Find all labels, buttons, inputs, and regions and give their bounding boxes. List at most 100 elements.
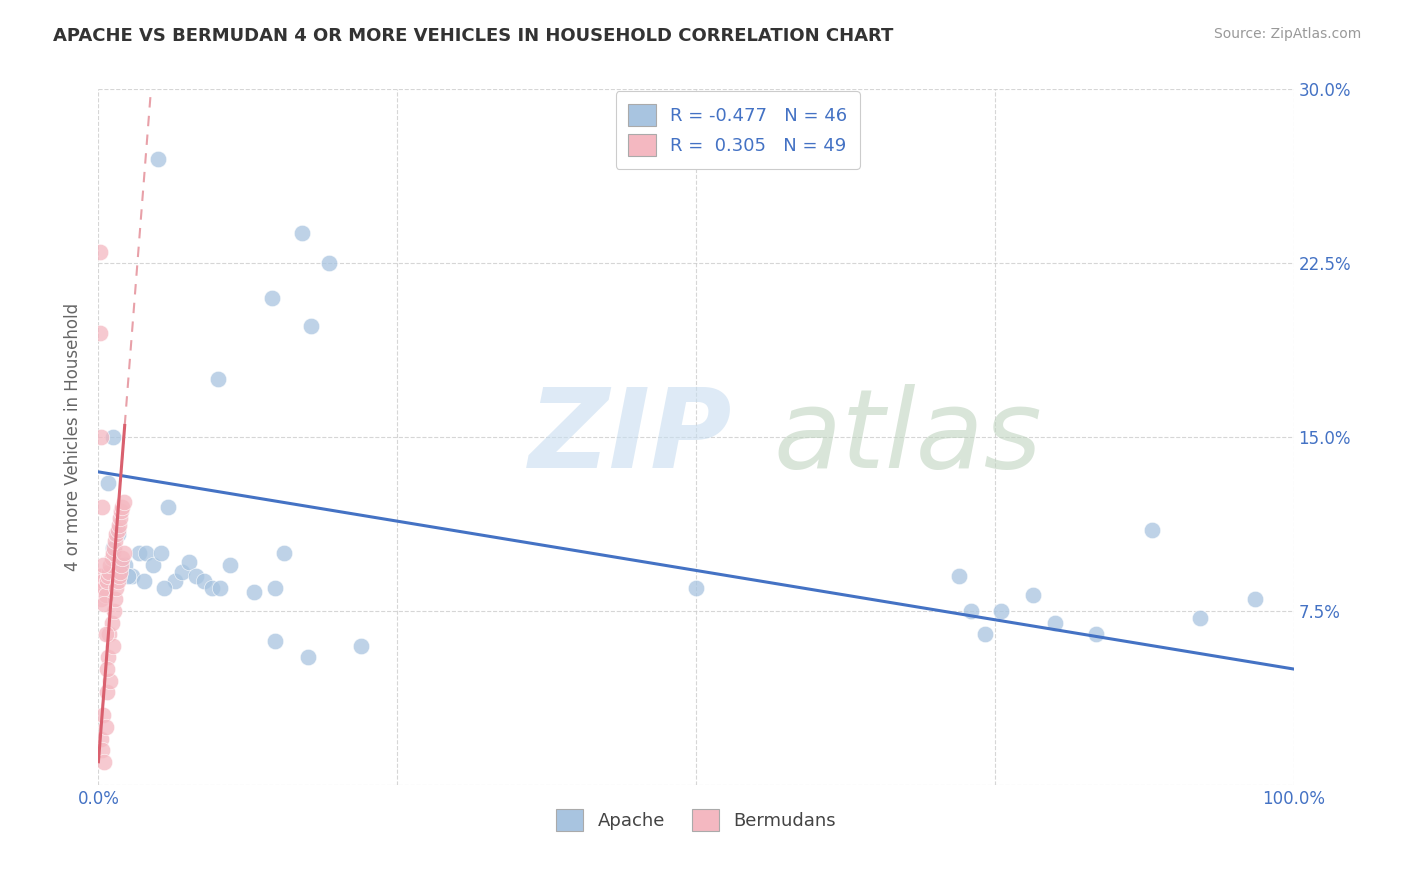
Legend: Apache, Bermudans: Apache, Bermudans bbox=[548, 802, 844, 838]
Point bbox=[107, 569, 129, 583]
Point bbox=[1043, 615, 1066, 630]
Point bbox=[974, 627, 997, 641]
Point bbox=[89, 569, 111, 583]
Point bbox=[91, 581, 114, 595]
Point bbox=[1244, 592, 1267, 607]
Point bbox=[94, 627, 117, 641]
Point bbox=[260, 291, 283, 305]
Point bbox=[91, 743, 114, 757]
Point bbox=[207, 372, 229, 386]
Text: atlas: atlas bbox=[773, 384, 1042, 491]
Point bbox=[297, 650, 319, 665]
Point bbox=[156, 500, 179, 514]
Point bbox=[201, 581, 224, 595]
Point bbox=[107, 523, 129, 537]
Point bbox=[98, 558, 122, 572]
Point bbox=[93, 581, 115, 595]
Point bbox=[97, 476, 120, 491]
Point bbox=[101, 639, 124, 653]
Point bbox=[96, 574, 118, 588]
Point bbox=[104, 592, 127, 607]
Point bbox=[110, 504, 132, 518]
Point bbox=[990, 604, 1012, 618]
Point bbox=[108, 558, 131, 572]
Point bbox=[111, 500, 134, 514]
Point bbox=[91, 574, 114, 588]
Point bbox=[108, 565, 131, 579]
Point bbox=[1085, 627, 1108, 641]
Point bbox=[94, 720, 117, 734]
Point bbox=[110, 558, 132, 572]
Point bbox=[97, 650, 120, 665]
Point bbox=[108, 511, 131, 525]
Point bbox=[135, 546, 157, 560]
Point bbox=[103, 604, 125, 618]
Point bbox=[107, 518, 129, 533]
Point bbox=[107, 527, 129, 541]
Point bbox=[98, 673, 122, 688]
Point bbox=[142, 558, 165, 572]
Point bbox=[1142, 523, 1164, 537]
Point bbox=[243, 585, 266, 599]
Point bbox=[97, 569, 120, 583]
Text: APACHE VS BERMUDAN 4 OR MORE VEHICLES IN HOUSEHOLD CORRELATION CHART: APACHE VS BERMUDAN 4 OR MORE VEHICLES IN… bbox=[53, 27, 894, 45]
Point bbox=[960, 604, 983, 618]
Point bbox=[264, 634, 287, 648]
Point bbox=[98, 627, 121, 641]
Point bbox=[90, 731, 112, 746]
Point bbox=[89, 244, 111, 259]
Point bbox=[100, 615, 122, 630]
Point bbox=[273, 546, 295, 560]
Point bbox=[132, 574, 155, 588]
Point bbox=[91, 558, 114, 572]
Point bbox=[107, 574, 129, 588]
Point bbox=[299, 318, 322, 333]
Point bbox=[98, 565, 121, 579]
Point bbox=[103, 541, 125, 556]
Point bbox=[105, 581, 128, 595]
Point bbox=[105, 527, 128, 541]
Point bbox=[101, 541, 124, 556]
Point bbox=[91, 708, 114, 723]
Point bbox=[91, 500, 114, 514]
Point bbox=[1189, 611, 1212, 625]
Point bbox=[101, 546, 124, 560]
Point bbox=[93, 755, 115, 769]
Point bbox=[90, 592, 112, 607]
Point bbox=[90, 430, 112, 444]
Y-axis label: 4 or more Vehicles in Household: 4 or more Vehicles in Household bbox=[65, 303, 83, 571]
Text: Source: ZipAtlas.com: Source: ZipAtlas.com bbox=[1213, 27, 1361, 41]
Point bbox=[128, 546, 150, 560]
Point bbox=[114, 558, 136, 572]
Point bbox=[193, 574, 215, 588]
Point bbox=[264, 581, 287, 595]
Point bbox=[163, 574, 186, 588]
Point bbox=[89, 326, 111, 340]
Point bbox=[219, 558, 242, 572]
Point bbox=[1022, 588, 1045, 602]
Point bbox=[117, 569, 139, 583]
Point bbox=[685, 581, 707, 595]
Point bbox=[112, 546, 135, 560]
Point bbox=[112, 495, 135, 509]
Point bbox=[291, 226, 314, 240]
Point bbox=[179, 555, 201, 569]
Point bbox=[149, 546, 172, 560]
Point bbox=[318, 256, 340, 270]
Point bbox=[153, 581, 176, 595]
Point bbox=[94, 588, 117, 602]
Point bbox=[93, 597, 115, 611]
Point bbox=[104, 534, 127, 549]
Point bbox=[172, 565, 194, 579]
Point bbox=[948, 569, 970, 583]
Point bbox=[96, 685, 118, 699]
Point bbox=[350, 639, 373, 653]
Point bbox=[121, 569, 143, 583]
Point bbox=[101, 430, 124, 444]
Point bbox=[111, 550, 134, 565]
Text: ZIP: ZIP bbox=[529, 384, 733, 491]
Point bbox=[209, 581, 232, 595]
Point bbox=[96, 662, 118, 676]
Point bbox=[100, 550, 122, 565]
Point bbox=[186, 569, 208, 583]
